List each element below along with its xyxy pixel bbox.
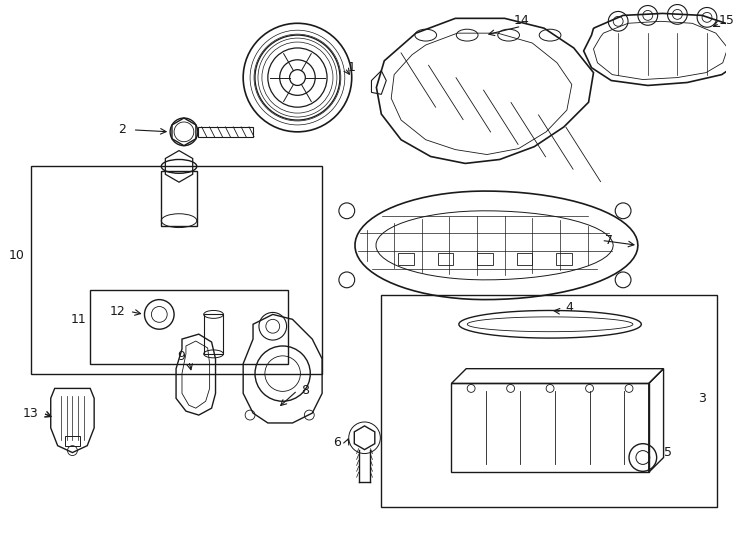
Text: 13: 13 (23, 407, 39, 420)
Text: 1: 1 (348, 61, 356, 74)
Text: 9: 9 (177, 350, 185, 363)
Text: 12: 12 (110, 305, 126, 318)
Text: 7: 7 (606, 234, 614, 247)
Text: 11: 11 (70, 313, 86, 326)
Bar (382, 295, 717, 507)
Bar (477, 253, 493, 265)
Bar (398, 253, 414, 265)
Bar (161, 171, 197, 226)
Text: 6: 6 (333, 436, 341, 449)
Bar (204, 314, 223, 354)
Bar (65, 436, 80, 446)
Bar (90, 290, 288, 364)
Bar (517, 253, 532, 265)
Bar (31, 166, 322, 374)
Text: 5: 5 (664, 446, 672, 459)
Text: 3: 3 (698, 392, 706, 405)
Bar (437, 253, 454, 265)
Text: 14: 14 (514, 14, 529, 27)
Text: 8: 8 (302, 384, 309, 397)
Text: 10: 10 (8, 249, 24, 262)
Text: 15: 15 (719, 14, 734, 27)
Text: 4: 4 (565, 301, 573, 314)
Text: 2: 2 (118, 123, 126, 137)
Bar (556, 253, 572, 265)
